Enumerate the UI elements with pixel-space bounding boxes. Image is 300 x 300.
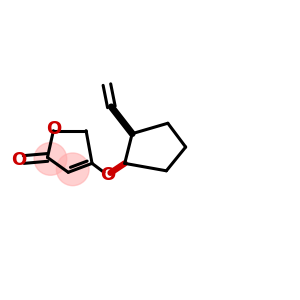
Text: O: O (46, 120, 61, 138)
Circle shape (56, 153, 89, 186)
Circle shape (34, 142, 67, 175)
Text: O: O (11, 151, 26, 169)
Text: O: O (100, 166, 115, 184)
